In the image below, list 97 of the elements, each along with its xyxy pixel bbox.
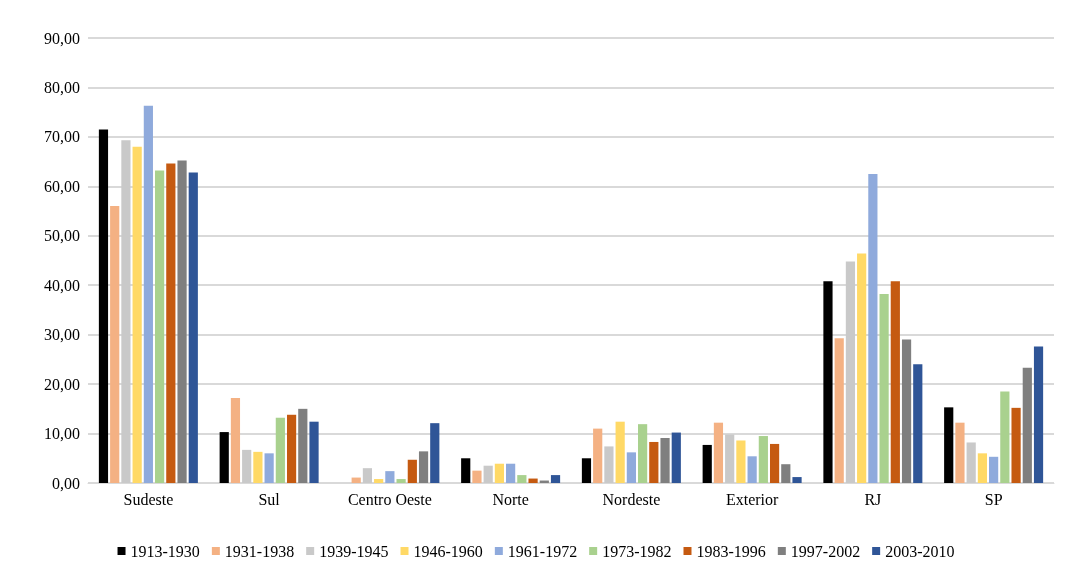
bar bbox=[298, 408, 308, 483]
bar bbox=[242, 449, 252, 483]
bar bbox=[792, 477, 802, 483]
bar bbox=[649, 441, 659, 483]
bar bbox=[407, 459, 417, 483]
bar bbox=[351, 477, 361, 483]
y-tick-label: 0,00 bbox=[52, 474, 80, 492]
legend-label: 1939-1945 bbox=[319, 542, 389, 560]
x-tick-label: Centro Oeste bbox=[347, 490, 432, 508]
bar bbox=[166, 163, 176, 483]
y-tick-label: 70,00 bbox=[44, 128, 80, 146]
bar bbox=[747, 456, 757, 483]
bar bbox=[461, 458, 471, 483]
bar bbox=[758, 436, 768, 483]
bar bbox=[615, 421, 625, 483]
bar bbox=[177, 160, 187, 483]
x-tick-label: Sul bbox=[258, 490, 281, 508]
bar bbox=[98, 129, 109, 483]
legend-label: 1946-1960 bbox=[413, 542, 483, 560]
bar bbox=[1011, 407, 1021, 483]
bar bbox=[1033, 346, 1044, 483]
bar bbox=[781, 464, 791, 483]
bar bbox=[155, 170, 165, 483]
y-tick-label: 20,00 bbox=[44, 375, 80, 393]
bar bbox=[253, 451, 263, 483]
bar bbox=[275, 417, 285, 483]
bar bbox=[901, 339, 912, 483]
bar bbox=[879, 294, 889, 483]
bar bbox=[955, 422, 965, 483]
bar bbox=[1022, 367, 1032, 483]
y-tick-label: 40,00 bbox=[44, 276, 80, 294]
bar bbox=[638, 424, 648, 483]
legend-label: 1931-1938 bbox=[224, 542, 295, 560]
bar bbox=[188, 172, 198, 483]
bar bbox=[966, 442, 976, 483]
bar bbox=[823, 281, 833, 483]
bar bbox=[671, 432, 681, 483]
bar bbox=[977, 453, 987, 483]
bar bbox=[286, 414, 297, 483]
legend-label: 1913-1930 bbox=[130, 542, 200, 560]
bar bbox=[1000, 391, 1010, 483]
bar bbox=[550, 475, 561, 483]
x-tick-label: SP bbox=[984, 490, 1003, 508]
bar bbox=[494, 463, 504, 483]
x-tick-label: Exterior bbox=[725, 490, 780, 508]
bar bbox=[736, 440, 746, 483]
bar bbox=[604, 446, 614, 483]
legend-label: 1973-1982 bbox=[602, 542, 672, 560]
bar bbox=[845, 261, 856, 483]
bar bbox=[385, 471, 395, 483]
bar bbox=[362, 468, 373, 483]
y-tick-label: 50,00 bbox=[44, 227, 80, 245]
bar bbox=[132, 146, 142, 483]
x-tick-label: RJ bbox=[864, 490, 882, 508]
bar bbox=[725, 434, 735, 483]
y-tick-label: 80,00 bbox=[44, 78, 80, 96]
legend-label: 2003-2010 bbox=[885, 542, 955, 560]
bar bbox=[713, 422, 724, 483]
bar bbox=[626, 452, 636, 483]
bar bbox=[528, 478, 538, 483]
x-tick-label: Nordeste bbox=[602, 490, 661, 508]
legend-label: 1961-1972 bbox=[507, 542, 578, 560]
x-tick-label: Sudeste bbox=[123, 490, 174, 508]
bar bbox=[989, 456, 999, 483]
legend-label: 1983-1996 bbox=[696, 542, 766, 560]
bar bbox=[944, 407, 954, 483]
bar bbox=[110, 206, 120, 483]
x-tick-label: Norte bbox=[492, 490, 529, 508]
bar bbox=[834, 338, 844, 483]
bar bbox=[517, 475, 527, 483]
bar bbox=[660, 438, 670, 483]
y-tick-label: 10,00 bbox=[44, 425, 80, 443]
bar bbox=[506, 463, 516, 483]
bar bbox=[143, 105, 153, 483]
y-tick-label: 90,00 bbox=[44, 29, 80, 47]
bar bbox=[396, 479, 406, 483]
bar bbox=[472, 470, 482, 483]
bar bbox=[230, 397, 241, 483]
y-tick-label: 60,00 bbox=[44, 177, 80, 195]
bar bbox=[868, 173, 878, 483]
bar bbox=[890, 281, 900, 483]
bar bbox=[593, 428, 603, 483]
bar bbox=[483, 465, 493, 483]
bar bbox=[121, 140, 131, 483]
bar bbox=[913, 364, 923, 483]
bar bbox=[418, 451, 429, 483]
bar bbox=[374, 479, 384, 483]
bar bbox=[857, 253, 867, 483]
bar bbox=[702, 444, 712, 483]
bar bbox=[264, 453, 274, 483]
bar bbox=[581, 458, 592, 483]
legend-label: 1997-2002 bbox=[790, 542, 861, 560]
y-tick-label: 30,00 bbox=[44, 326, 80, 344]
bar bbox=[430, 423, 440, 483]
bar bbox=[219, 432, 229, 483]
bar bbox=[309, 421, 319, 483]
bar bbox=[769, 443, 780, 483]
